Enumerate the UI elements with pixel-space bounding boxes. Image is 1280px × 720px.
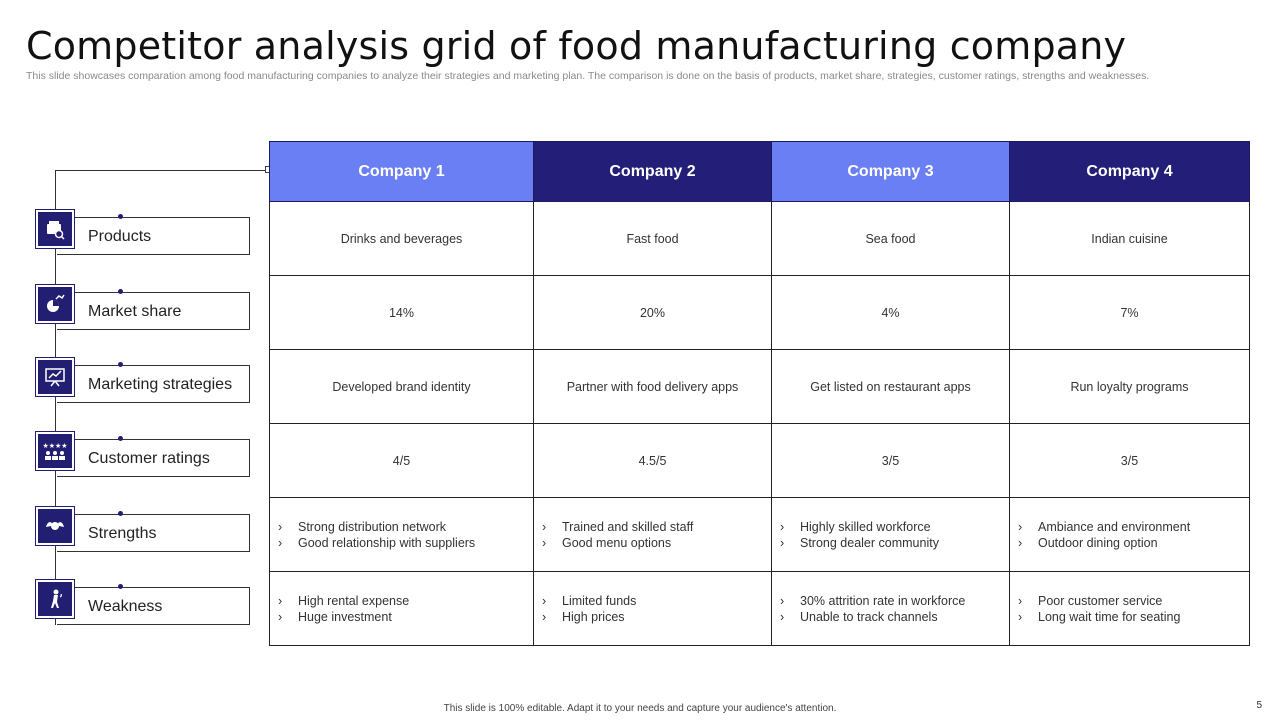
category-dot [118,436,123,441]
rating-stars-icon: ★★★★ [36,432,74,470]
category-label-strengths: Strengths [88,525,157,542]
strength-arm-icon [36,507,74,545]
table-row-products: Drinks and beverages Fast food Sea food … [269,201,1250,276]
list-item: › Poor customer service [1018,593,1163,608]
category-label-market-share: Market share [88,303,182,320]
table-cell: › High rental expense › Huge investment [269,571,534,646]
list-item: › Long wait time for seating [1018,609,1181,624]
table-cell: › 30% attrition rate in workforce › Unable… [771,571,1010,646]
company-header: Company 1 [269,141,534,202]
weak-person-icon [36,580,74,618]
slide-subtitle: This slide showcases comparation among f… [26,70,1150,82]
list-item: › Limited funds [542,593,637,608]
list-item: › Unable to track channels [780,609,938,624]
list-item: › High rental expense [278,593,410,608]
table-cell: 4/5 [269,423,534,498]
list-item: › High prices [542,609,625,624]
table-cell: 4.5/5 [533,423,772,498]
table-row-strengths: › Strong distribution network › Good relat… [269,497,1250,572]
table-cell: Partner with food delivery apps [533,349,772,424]
svg-text:★★★★: ★★★★ [43,442,67,450]
table-row-customer-ratings: 4/5 4.5/5 3/5 3/5 [269,423,1250,498]
table-cell: › Strong distribution network › Good relat… [269,497,534,572]
category-box-products [57,217,250,255]
footer-note: This slide is 100% editable. Adapt it to… [443,703,837,714]
list-item: › Outdoor dining option [1018,535,1158,550]
table-cell: Fast food [533,201,772,276]
table-cell: › Highly skilled workforce › Strong dealer… [771,497,1010,572]
list-item: › Huge investment [278,609,392,624]
table-row-marketing-strategies: Developed brand identity Partner with fo… [269,349,1250,424]
market-share-icon [36,285,74,323]
list-item: › Strong dealer community [780,535,939,550]
category-label-weakness: Weakness [88,598,163,615]
category-label-products: Products [88,228,152,245]
table-cell: › Ambiance and environment › Outdoor dinin… [1009,497,1250,572]
slide-title: Competitor analysis grid of food manufac… [26,24,1127,68]
table-cell: Get listed on restaurant apps [771,349,1010,424]
table-cell: › Poor customer service › Long wait time f… [1009,571,1250,646]
table-cell: 20% [533,275,772,350]
table-cell: › Limited funds › High prices [533,571,772,646]
rail-horizontal-line [55,170,269,171]
table-cell: › Trained and skilled staff › Good menu op… [533,497,772,572]
category-dot [118,289,123,294]
presentation-board-icon [36,358,74,396]
company-header: Company 2 [533,141,772,202]
category-dot [118,511,123,516]
table-cell: Run loyalty programs [1009,349,1250,424]
category-label-customer-ratings: Customer ratings [88,450,210,467]
list-item: › Highly skilled workforce [780,519,931,534]
table-cell: 3/5 [771,423,1010,498]
company-header: Company 3 [771,141,1010,202]
category-box-weakness [57,587,250,625]
category-box-marketing-strategies [57,365,250,403]
category-box-customer-ratings [57,439,250,477]
rail-vertical-line [55,170,56,625]
list-item: › Good menu options [542,535,672,550]
table-cell: Indian cuisine [1009,201,1250,276]
category-label-marketing-strategies: Marketing strategies [88,376,233,393]
list-item: › Ambiance and environment [1018,519,1191,534]
category-dot [118,584,123,589]
food-box-icon [36,210,74,248]
comparison-table: Company 1 Company 2 Company 3 Company 4 … [269,141,1250,646]
list-item: › Good relationship with suppliers [278,535,476,550]
table-row-market-share: 14% 20% 4% 7% [269,275,1250,350]
table-cell: Sea food [771,201,1010,276]
category-box-strengths [57,514,250,552]
table-cell: Developed brand identity [269,349,534,424]
table-header-row: Company 1 Company 2 Company 3 Company 4 [269,141,1250,202]
table-cell: 7% [1009,275,1250,350]
table-row-weakness: › High rental expense › Huge investment › L… [269,571,1250,646]
category-dot [118,214,123,219]
table-cell: 14% [269,275,534,350]
page-number: 5 [1256,700,1262,711]
company-header: Company 4 [1009,141,1250,202]
list-item: › Strong distribution network [278,519,446,534]
table-cell: 4% [771,275,1010,350]
table-cell: Drinks and beverages [269,201,534,276]
category-box-market-share [57,292,250,330]
category-dot [118,362,123,367]
table-cell: 3/5 [1009,423,1250,498]
list-item: › 30% attrition rate in workforce [780,593,966,608]
list-item: › Trained and skilled staff [542,519,694,534]
